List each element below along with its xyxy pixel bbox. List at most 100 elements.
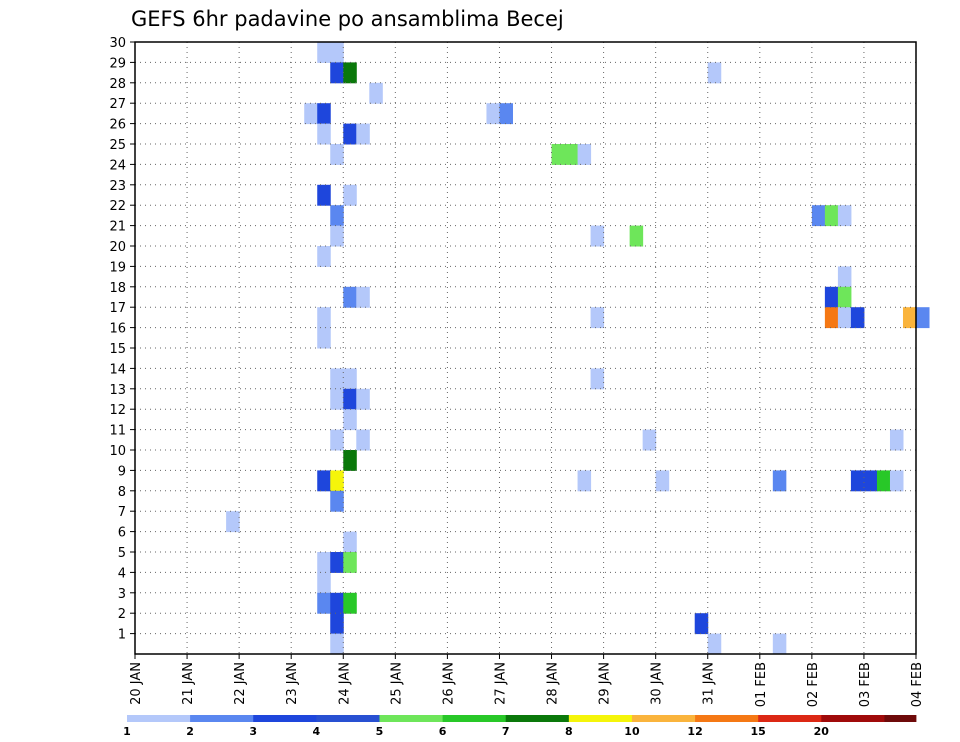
precip-cell <box>330 429 344 451</box>
precip-cell <box>356 123 370 145</box>
grid-lines <box>135 42 916 654</box>
y-tick-label: 10 <box>109 444 126 459</box>
precip-cell <box>330 42 344 63</box>
precip-cell <box>330 613 344 635</box>
colorbar-label: 12 <box>687 725 702 738</box>
x-tick-label: 24 JAN <box>337 662 352 705</box>
precip-cell <box>330 633 344 655</box>
y-tick-label: 5 <box>118 546 126 561</box>
colorbar-label: 3 <box>249 725 257 738</box>
colorbar-segment <box>253 715 317 722</box>
precip-cell <box>889 429 904 451</box>
colorbar-label: 5 <box>376 725 384 738</box>
precip-cell <box>916 307 930 329</box>
y-tick-label: 8 <box>118 485 126 500</box>
precip-cell <box>343 592 357 614</box>
colorbar-segment <box>316 715 380 722</box>
precip-cell <box>343 368 357 390</box>
precip-cell <box>317 123 331 145</box>
precip-cell <box>330 205 344 227</box>
colorbar-label: 15 <box>751 725 766 738</box>
precip-cell <box>577 470 592 492</box>
y-tick-label: 3 <box>118 587 126 602</box>
colorbar-segment <box>505 715 570 722</box>
y-tick-label: 18 <box>109 281 126 296</box>
precip-cell <box>577 144 592 165</box>
precip-cell <box>694 613 709 635</box>
colorbar-label: 1 <box>123 725 131 738</box>
precip-cell <box>343 184 357 206</box>
precip-cell <box>317 470 331 492</box>
precip-cell <box>863 470 878 492</box>
precip-cell <box>317 307 331 329</box>
precip-cell <box>837 266 852 288</box>
colorbar-label: 7 <box>502 725 510 738</box>
y-tick-label: 13 <box>109 383 126 398</box>
colorbar-segment <box>190 715 254 722</box>
y-tick-label: 26 <box>109 118 126 133</box>
precip-cell <box>317 103 331 125</box>
precip-cell <box>343 531 357 553</box>
x-tick-label: 25 JAN <box>389 662 404 705</box>
precip-cell <box>356 429 370 451</box>
precip-cell <box>837 205 852 227</box>
colorbar-segment <box>442 715 507 722</box>
precip-cell <box>356 388 370 410</box>
precip-cell <box>590 307 605 329</box>
precip-cell <box>629 225 644 247</box>
precip-cell <box>772 633 787 655</box>
y-tick-label: 21 <box>109 220 126 235</box>
colorbar-segment <box>758 715 822 722</box>
precip-cell <box>707 633 722 655</box>
y-tick-label: 27 <box>109 97 126 112</box>
precip-cell <box>330 144 344 165</box>
precip-cell <box>317 552 331 573</box>
colorbar-segment <box>631 715 696 722</box>
precip-cell <box>343 450 357 471</box>
colorbar-label: 6 <box>439 725 447 738</box>
colorbar-label: 2 <box>186 725 194 738</box>
y-tick-label: 16 <box>109 322 126 337</box>
y-tick-label: 11 <box>109 424 126 439</box>
x-tick-label: 20 JAN <box>129 662 144 705</box>
colorbar-segment <box>821 715 885 722</box>
x-tick-label: 30 JAN <box>650 662 665 705</box>
precip-cell <box>317 592 331 614</box>
precip-cell <box>486 103 500 125</box>
precip-cell <box>369 82 383 104</box>
x-tick-label: 27 JAN <box>493 662 508 705</box>
precip-cell <box>902 307 917 329</box>
y-tick-label: 15 <box>109 342 126 357</box>
precip-cell <box>499 103 513 125</box>
precip-cell <box>343 552 357 573</box>
y-tick-label: 1 <box>118 628 126 643</box>
y-tick-label: 28 <box>109 77 126 92</box>
x-tick-label: 29 JAN <box>598 662 613 705</box>
x-tick-label: 03 FEB <box>858 662 873 707</box>
precip-cell <box>343 62 357 84</box>
precip-cell <box>590 368 605 390</box>
y-tick-label: 6 <box>118 526 126 541</box>
precip-cell <box>343 123 357 145</box>
y-tick-label: 14 <box>109 362 126 377</box>
colorbar-segment <box>884 715 917 722</box>
precip-cell <box>343 286 357 308</box>
y-tick-label: 25 <box>109 138 126 153</box>
y-tick-label: 29 <box>109 56 126 71</box>
precip-cell <box>824 307 839 329</box>
y-tick-label: 7 <box>118 505 126 520</box>
y-tick-label: 4 <box>118 566 126 581</box>
colorbar-label: 20 <box>814 725 830 738</box>
colorbar-segment <box>127 715 191 722</box>
colorbar-segment <box>695 715 759 722</box>
precip-cell <box>330 388 344 410</box>
precip-cell <box>850 307 865 329</box>
precip-cell <box>837 307 852 329</box>
precip-cell <box>811 205 826 227</box>
precip-cell <box>356 286 370 308</box>
x-tick-label: 23 JAN <box>285 662 300 705</box>
precip-cell <box>304 103 318 125</box>
precip-cell <box>317 572 331 594</box>
precip-cell <box>330 490 344 512</box>
